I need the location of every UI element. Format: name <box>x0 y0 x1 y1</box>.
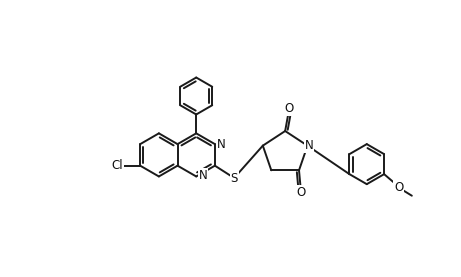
Text: S: S <box>230 171 238 184</box>
Text: Cl: Cl <box>111 159 123 172</box>
Text: O: O <box>284 102 294 115</box>
Text: N: N <box>305 139 313 152</box>
Text: N: N <box>217 138 226 152</box>
Text: O: O <box>296 186 305 199</box>
Text: N: N <box>199 169 207 182</box>
Text: O: O <box>394 181 403 194</box>
